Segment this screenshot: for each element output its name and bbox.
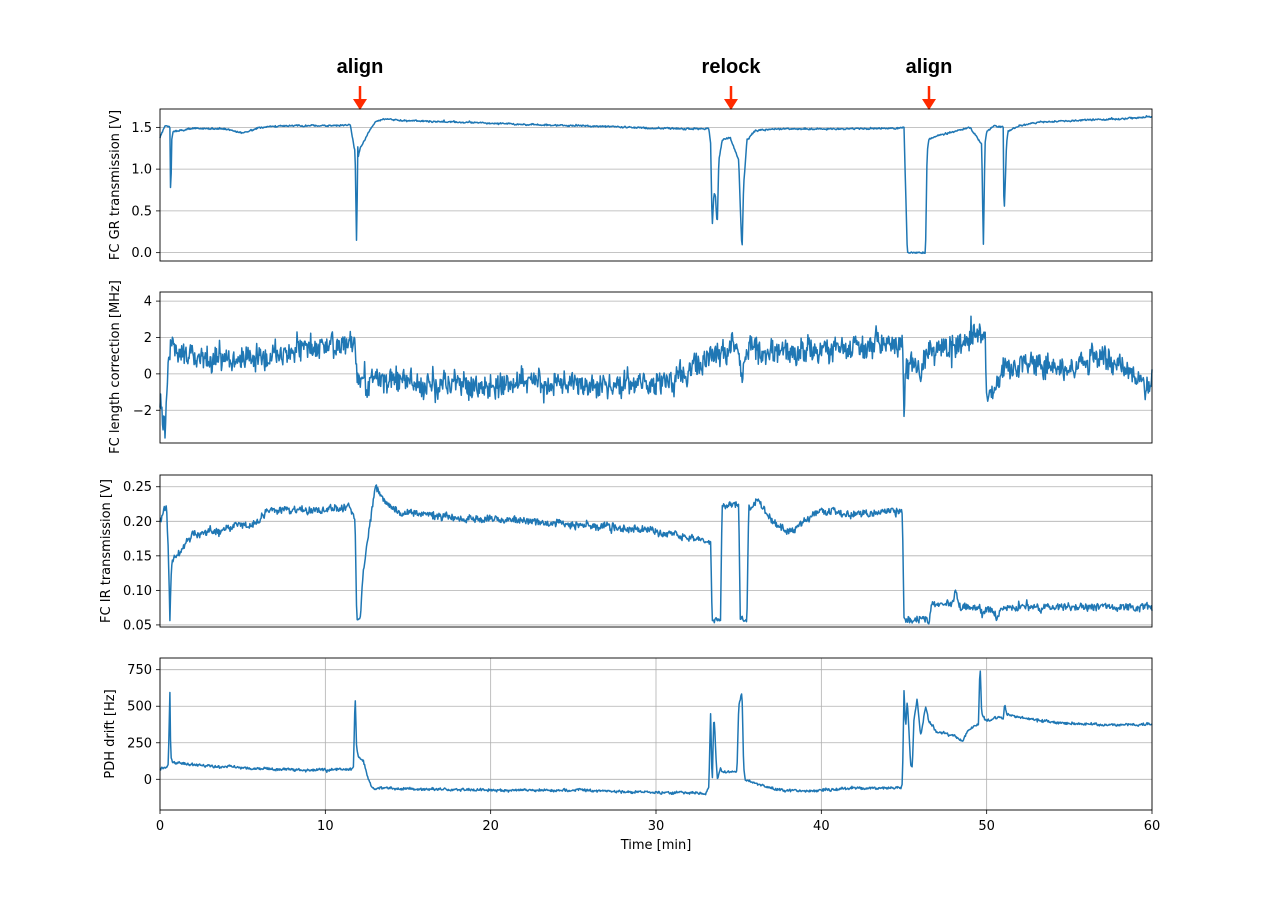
annotation-label: align xyxy=(906,56,953,78)
y-tick-label: 750 xyxy=(127,663,152,678)
x-tick-label: 50 xyxy=(978,819,995,834)
y-tick-label: 0.10 xyxy=(123,584,152,599)
grid xyxy=(160,486,1152,626)
axes-frame xyxy=(159,108,1153,262)
annotation-label: align xyxy=(337,56,384,78)
plot-area xyxy=(159,315,1153,439)
x-tick-label: 20 xyxy=(482,819,499,834)
y-tick-label: 500 xyxy=(127,700,152,715)
x-ticks: 0 10 20 30 40 50 60 xyxy=(156,810,1160,834)
y-tick-label: 0.05 xyxy=(123,618,152,633)
plot-area xyxy=(159,484,1153,625)
annotation-align-2: align xyxy=(906,56,953,110)
axes-frame xyxy=(159,291,1153,444)
y-tick-label: 0 xyxy=(144,773,152,788)
red-arrow-icon xyxy=(724,86,738,110)
y-tick-label: −2 xyxy=(133,404,152,419)
annotation-align-1: align xyxy=(337,56,384,110)
x-tick-label: 40 xyxy=(813,819,830,834)
annotation-label: relock xyxy=(702,56,762,78)
plot-area xyxy=(159,115,1153,255)
grid xyxy=(160,126,1152,254)
series-line xyxy=(159,115,1153,255)
y-tick-label: 4 xyxy=(144,295,152,310)
panel-length-correction: −2 0 2 4 FC length correction [MHz] xyxy=(108,280,1153,454)
y-ticks: −2 0 2 4 xyxy=(133,295,160,419)
y-tick-label: 250 xyxy=(127,736,152,751)
red-arrow-icon xyxy=(353,86,367,110)
panel-gr-transmission: 0.0 0.5 1.0 1.5 FC GR transmission [V] xyxy=(108,108,1153,262)
y-axis-label: FC IR transmission [V] xyxy=(99,479,114,623)
y-ticks: 0.0 0.5 1.0 1.5 xyxy=(131,121,160,261)
y-tick-label: 1.5 xyxy=(131,121,152,136)
plot-area xyxy=(159,670,1153,796)
axes-frame xyxy=(159,474,1153,628)
y-tick-label: 0.20 xyxy=(123,515,152,530)
y-tick-label: 0.5 xyxy=(131,204,152,219)
series-line xyxy=(159,315,1153,439)
y-tick-label: 1.0 xyxy=(131,163,152,178)
series-line xyxy=(159,484,1153,625)
panel-ir-transmission: 0.05 0.10 0.15 0.20 0.25 FC IR transmission … xyxy=(99,474,1153,633)
y-tick-label: 0.0 xyxy=(131,246,152,261)
y-ticks: 0 250 500 750 xyxy=(127,663,160,788)
y-tick-label: 2 xyxy=(144,331,152,346)
y-axis-label: FC length correction [MHz] xyxy=(108,280,123,454)
y-tick-label: 0 xyxy=(144,367,152,382)
y-axis-label: FC GR transmission [V] xyxy=(108,110,123,260)
x-tick-label: 10 xyxy=(317,819,334,834)
red-arrow-icon xyxy=(922,86,936,110)
y-tick-label: 0.15 xyxy=(123,549,152,564)
x-tick-label: 30 xyxy=(648,819,665,834)
x-axis-label: Time [min] xyxy=(620,838,692,853)
annotation-relock: relock xyxy=(702,56,762,110)
x-tick-label: 60 xyxy=(1144,819,1161,834)
y-axis-label: PDH drift [Hz] xyxy=(103,689,118,778)
series-line xyxy=(159,670,1153,796)
annotations: align relock align xyxy=(337,56,953,110)
y-ticks: 0.05 0.10 0.15 0.20 0.25 xyxy=(123,480,160,633)
x-tick-label: 0 xyxy=(156,819,164,834)
grid xyxy=(159,658,1153,810)
y-tick-label: 0.25 xyxy=(123,480,152,495)
